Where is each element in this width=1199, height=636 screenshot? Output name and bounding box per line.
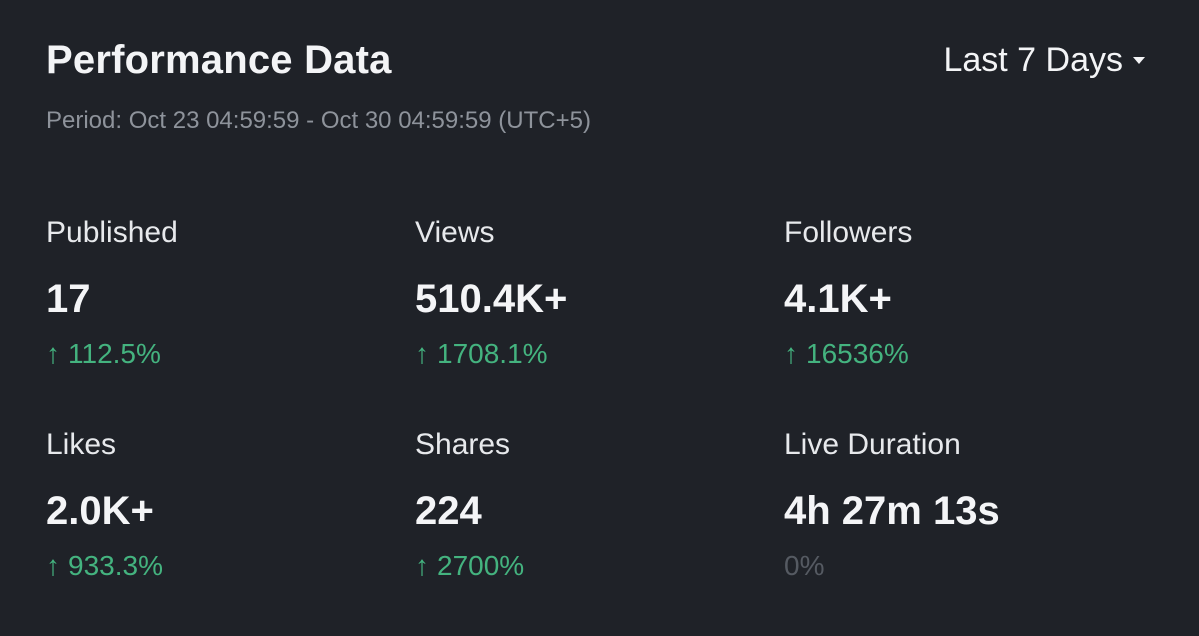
metric-value: 4.1K+ <box>784 277 892 321</box>
metric-value: 2.0K+ <box>46 489 154 533</box>
arrow-up-icon: ↑ <box>46 550 60 581</box>
metric-change-value: 0% <box>784 550 825 581</box>
metric-label: Followers <box>784 216 913 249</box>
arrow-up-icon: ↑ <box>46 338 60 369</box>
metric-label: Live Duration <box>784 428 961 461</box>
metric-label: Views <box>415 216 495 249</box>
metric-value: 510.4K+ <box>415 277 568 321</box>
metric-value: 224 <box>415 489 482 533</box>
metric-value: 4h 27m 13s <box>784 489 1000 533</box>
metric-views: Views 510.4K+ ↑ 1708.1% <box>415 215 755 371</box>
page-title: Performance Data <box>46 38 392 82</box>
metric-change: ↑ 2700% <box>415 549 755 583</box>
metric-followers: Followers 4.1K+ ↑ 16536% <box>784 215 1124 371</box>
metric-change: ↑ 112.5% <box>46 337 386 371</box>
arrow-up-icon: ↑ <box>415 338 429 369</box>
metric-change-value: 16536% <box>806 338 909 369</box>
metric-label: Likes <box>46 428 117 461</box>
metric-change: 0% <box>784 549 1124 583</box>
metric-live-duration: Live Duration 4h 27m 13s 0% <box>784 427 1124 583</box>
caret-down-icon <box>1133 56 1145 64</box>
metric-change: ↑ 933.3% <box>46 549 386 583</box>
date-range-dropdown[interactable]: Last 7 Days <box>943 37 1145 83</box>
metric-value: 17 <box>46 277 91 321</box>
metric-change: ↑ 1708.1% <box>415 337 755 371</box>
metric-change-value: 112.5% <box>68 338 161 369</box>
metric-change: ↑ 16536% <box>784 337 1124 371</box>
metric-change-value: 2700% <box>437 550 525 581</box>
metric-change-value: 1708.1% <box>437 338 548 369</box>
period-text: Period: Oct 23 04:59:59 - Oct 30 04:59:5… <box>46 107 591 134</box>
arrow-up-icon: ↑ <box>784 338 798 369</box>
metric-published: Published 17 ↑ 112.5% <box>46 215 386 371</box>
metric-likes: Likes 2.0K+ ↑ 933.3% <box>46 427 386 583</box>
arrow-up-icon: ↑ <box>415 550 429 581</box>
metric-label: Published <box>46 216 178 249</box>
metric-label: Shares <box>415 428 511 461</box>
metric-change-value: 933.3% <box>68 550 163 581</box>
metric-shares: Shares 224 ↑ 2700% <box>415 427 755 583</box>
date-range-label: Last 7 Days <box>943 41 1123 79</box>
